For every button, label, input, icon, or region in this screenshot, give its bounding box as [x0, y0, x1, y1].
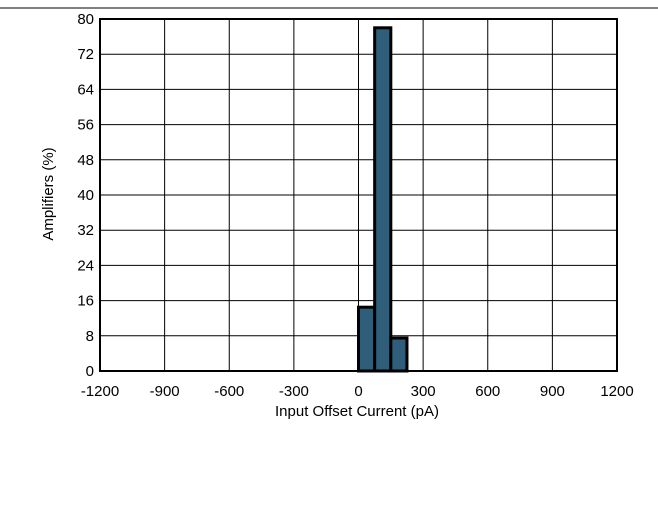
x-tick-label: 900: [540, 383, 565, 400]
x-tick-label: 600: [475, 383, 500, 400]
histogram-bars: [357, 26, 409, 373]
y-axis-label: Amplifiers (%): [40, 147, 57, 240]
y-tick-label: 64: [77, 81, 94, 98]
x-tick-label: 300: [411, 383, 436, 400]
y-tick-label: 80: [77, 11, 94, 28]
x-tick-label: -600: [214, 383, 244, 400]
y-tick-label: 72: [77, 46, 94, 63]
histogram-bar-0: [357, 305, 377, 373]
y-tick-label: 40: [77, 187, 94, 204]
y-tick-label: 56: [77, 117, 94, 134]
x-tick-label: -900: [150, 383, 180, 400]
y-axis-tick-labels: 0 8 16 24 32 40 48 56 64 72 80: [77, 11, 94, 380]
histogram-bar-1: [373, 26, 393, 373]
x-axis-tick-labels: -1200 -900 -600 -300 0 300 600 900 1200: [81, 383, 634, 400]
y-tick-label: 48: [77, 152, 94, 169]
y-tick-label: 0: [86, 363, 94, 380]
histogram-bar-2: [389, 336, 409, 373]
x-tick-label: -1200: [81, 383, 119, 400]
x-axis-label: Input Offset Current (pA): [275, 403, 439, 420]
y-tick-label: 32: [77, 222, 94, 239]
x-tick-label: 1200: [600, 383, 633, 400]
grid-lines: [100, 19, 617, 371]
plot-frame: [99, 18, 618, 372]
x-tick-label: 0: [354, 383, 362, 400]
y-tick-label: 8: [86, 328, 94, 345]
y-tick-label: 24: [77, 257, 94, 274]
x-tick-label: -300: [279, 383, 309, 400]
y-tick-label: 16: [77, 293, 94, 310]
